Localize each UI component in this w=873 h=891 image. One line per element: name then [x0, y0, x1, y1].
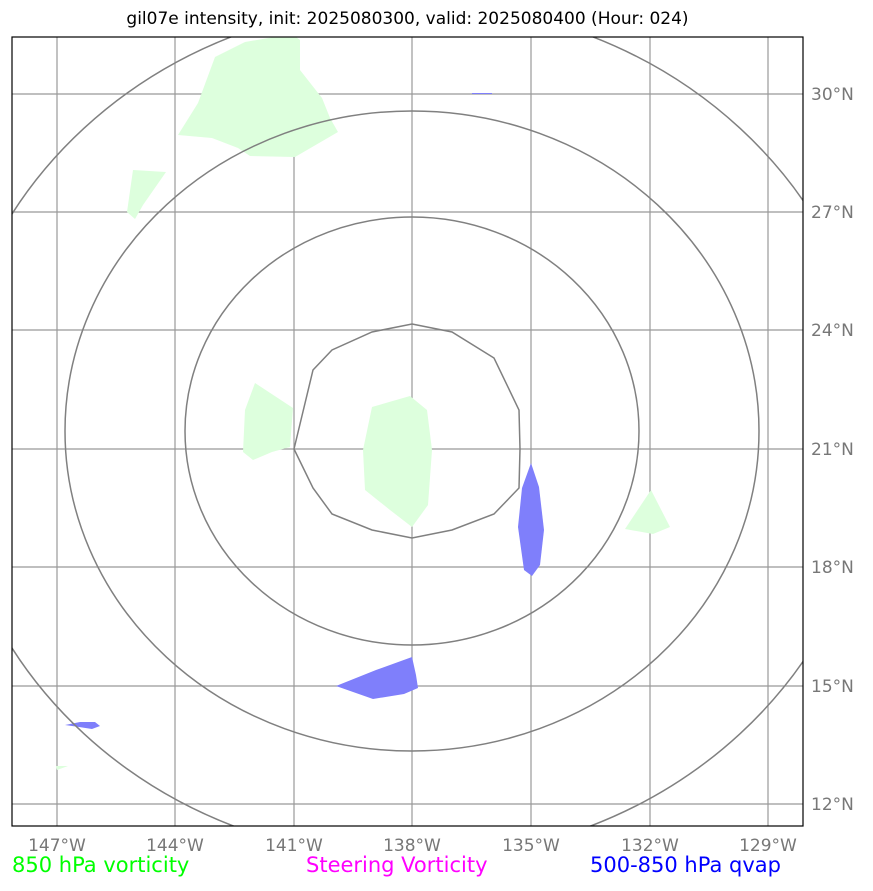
vorticity-patch	[56, 766, 68, 770]
legend-qvap: 500-850 hPa qvap	[590, 853, 781, 877]
range-ring	[64, 110, 760, 752]
qvap-patch	[518, 463, 544, 576]
lat-label: 15°N	[811, 677, 854, 697]
map-title: gil07e intensity, init: 2025080300, vali…	[126, 9, 689, 29]
vorticity-patch	[178, 37, 338, 157]
vorticity-patch	[243, 383, 293, 460]
lon-label: 129°W	[739, 836, 797, 856]
lat-label: 27°N	[811, 203, 854, 223]
qvap-shading	[65, 93, 544, 729]
vorticity-850-shading	[56, 37, 670, 770]
lat-label: 21°N	[811, 440, 854, 460]
lon-label: 147°W	[28, 836, 86, 856]
range-ring	[184, 216, 640, 646]
lat-label: 18°N	[811, 558, 854, 578]
qvap-patch	[472, 93, 492, 94]
range-rings	[12, 37, 803, 826]
lon-label: 138°W	[383, 836, 441, 856]
lon-label: 132°W	[621, 836, 679, 856]
vorticity-patch	[363, 396, 432, 527]
range-ring	[293, 323, 521, 539]
vorticity-patch	[625, 490, 670, 534]
lat-label: 24°N	[811, 321, 854, 341]
lon-label: 135°W	[502, 836, 560, 856]
qvap-patch	[65, 722, 100, 729]
legend-steering-vorticity: Steering Vorticity	[306, 853, 488, 877]
vorticity-patch	[127, 170, 166, 219]
lon-label: 141°W	[265, 836, 323, 856]
qvap-patch	[336, 657, 418, 699]
lat-label: 12°N	[811, 795, 854, 815]
lon-labels: 147°W 144°W 141°W 138°W 135°W 132°W 129°…	[28, 836, 797, 856]
map-border	[11, 36, 804, 827]
lat-label: 30°N	[811, 85, 854, 105]
legend-vorticity-850: 850 hPa vorticity	[12, 853, 190, 877]
lat-labels: 30°N 27°N 24°N 21°N 18°N 15°N 12°N	[811, 85, 854, 815]
lon-label: 144°W	[146, 836, 204, 856]
range-ring	[12, 37, 803, 826]
